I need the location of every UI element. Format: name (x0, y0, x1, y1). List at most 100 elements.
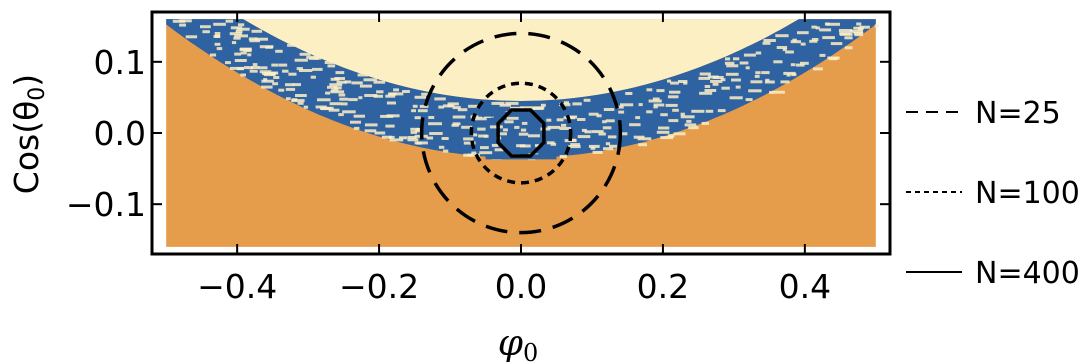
band-speckle (618, 110, 625, 114)
band-speckle (328, 108, 340, 112)
band-speckle (765, 78, 770, 82)
legend: N=25 N=100 N=400 (906, 96, 1080, 291)
band-speckle (656, 89, 665, 93)
band-speckle (335, 71, 345, 75)
band-speckle (214, 42, 221, 46)
band-speckle (819, 53, 826, 57)
band-speckle (577, 118, 586, 121)
band-speckle (684, 123, 697, 127)
contour-n400 (496, 108, 546, 158)
band-speckle (635, 116, 641, 120)
band-speckle (334, 77, 345, 80)
band-speckle (473, 117, 487, 121)
band-speckle (559, 127, 571, 130)
band-speckle (769, 90, 774, 94)
band-speckle (234, 34, 248, 38)
band-speckle (838, 29, 853, 32)
band-speckle (618, 105, 624, 109)
band-speckle (214, 34, 220, 38)
band-speckle (874, 24, 879, 28)
band-speckle (393, 88, 399, 92)
band-speckle (667, 79, 672, 83)
band-speckle (564, 101, 569, 105)
band-speckle (782, 48, 787, 52)
band-speckle (291, 99, 305, 103)
band-speckle (385, 124, 395, 128)
band-speckle (603, 147, 614, 151)
band-speckle (570, 143, 581, 147)
band-speckle (388, 135, 395, 139)
band-speckle (653, 103, 665, 107)
x-axis-label-subscript: 0 (523, 339, 538, 362)
band-speckle (699, 91, 713, 95)
band-speckle (297, 101, 304, 105)
band-speckle (373, 80, 386, 84)
band-speckle (499, 132, 507, 136)
band-speckle (811, 38, 819, 41)
band-speckle (344, 80, 352, 84)
band-speckle (452, 106, 461, 110)
band-speckle (179, 23, 186, 27)
band-speckle (414, 134, 422, 138)
band-speckle (202, 30, 210, 34)
band-speckle (796, 63, 805, 67)
band-speckle (638, 103, 643, 107)
band-speckle (588, 144, 600, 148)
band-speckle (514, 125, 520, 129)
band-speckle (350, 120, 361, 124)
band-speckle (338, 113, 344, 117)
x-tick-label: 0.4 (779, 267, 831, 306)
band-speckle (754, 74, 760, 78)
band-speckle (826, 22, 840, 26)
band-speckle (568, 145, 581, 149)
band-speckle (591, 130, 604, 134)
band-speckle (258, 66, 268, 70)
band-speckle (783, 71, 796, 75)
band-speckle (292, 83, 301, 87)
band-speckle (461, 125, 473, 129)
band-speckle (786, 73, 791, 77)
band-speckle (540, 103, 546, 107)
band-speckle (468, 104, 479, 108)
band-speckle (249, 39, 261, 43)
band-speckle (673, 132, 686, 136)
band-speckle (438, 145, 445, 149)
band-speckle (853, 26, 864, 30)
x-tick-label: 0.2 (637, 267, 689, 306)
band-speckle (479, 151, 493, 155)
band-speckle (213, 22, 226, 26)
band-speckle (414, 95, 427, 99)
band-speckle (561, 123, 567, 127)
band-speckle (376, 90, 384, 94)
band-speckle (588, 112, 599, 116)
band-speckle (725, 72, 739, 76)
band-speckle (844, 36, 853, 40)
band-speckle (733, 57, 740, 61)
band-speckle (234, 52, 242, 56)
band-speckle (243, 66, 249, 70)
band-speckle (240, 73, 246, 77)
band-speckle (619, 132, 628, 136)
band-speckle (273, 76, 280, 79)
band-speckle (389, 92, 404, 96)
band-speckle (530, 106, 545, 110)
band-speckle (329, 102, 342, 106)
band-speckle (233, 36, 241, 40)
band-speckle (329, 83, 343, 87)
band-speckle (275, 49, 283, 53)
band-speckle (712, 82, 719, 86)
band-speckle (463, 137, 474, 141)
band-speckle (572, 102, 582, 106)
band-speckle (209, 53, 217, 57)
band-speckle (417, 109, 428, 113)
band-speckle (381, 135, 392, 139)
upper-region (166, 19, 876, 102)
band-speckle (373, 94, 383, 98)
x-tick-label: −0.2 (339, 267, 419, 306)
x-axis-label: φ0 (498, 323, 539, 362)
band-speckle (638, 143, 647, 147)
band-speckle (402, 90, 410, 93)
band-speckle (234, 59, 247, 62)
band-speckle (764, 80, 775, 84)
